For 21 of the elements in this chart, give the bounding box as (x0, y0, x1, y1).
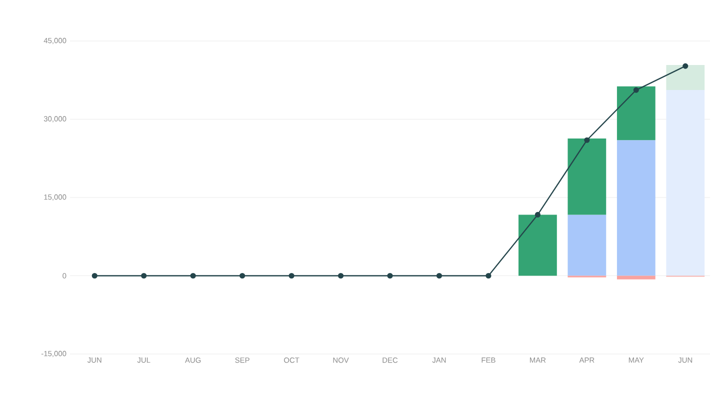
bar (616, 86, 656, 140)
bar (616, 276, 656, 280)
bar (666, 90, 705, 276)
point (141, 272, 147, 279)
point (288, 272, 294, 279)
point (240, 272, 246, 279)
point (633, 87, 639, 93)
point (338, 272, 344, 279)
point (387, 272, 393, 279)
bar (568, 214, 606, 276)
point (486, 272, 492, 279)
point (584, 137, 590, 143)
point (190, 272, 196, 279)
point (682, 63, 688, 69)
bar (666, 64, 705, 90)
bar (616, 140, 656, 276)
bar (568, 138, 606, 215)
point (534, 212, 540, 218)
bar (518, 214, 557, 276)
point (92, 272, 98, 279)
point (436, 272, 442, 279)
